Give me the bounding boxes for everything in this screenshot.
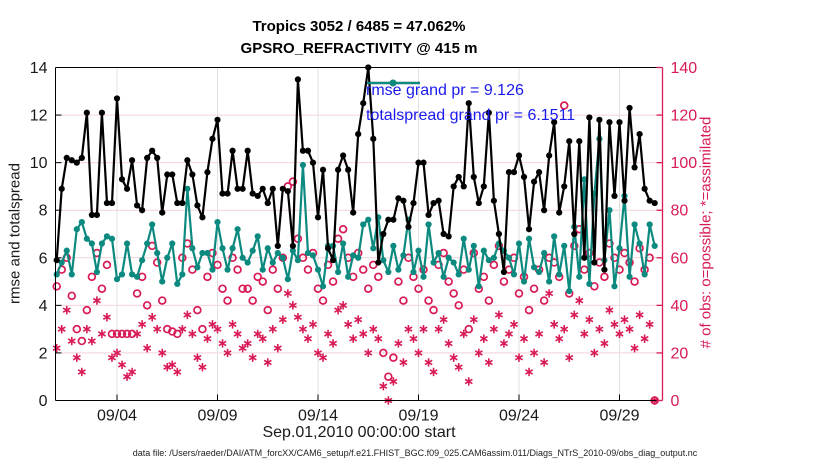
svg-text:10: 10 bbox=[30, 155, 48, 172]
svg-text:20: 20 bbox=[671, 345, 689, 362]
svg-text:12: 12 bbox=[30, 108, 48, 125]
svg-text:40: 40 bbox=[671, 298, 689, 315]
title-line-1: Tropics 3052 / 6485 = 47.062% bbox=[252, 18, 466, 35]
svg-text:09/09: 09/09 bbox=[197, 408, 237, 425]
svg-text:09/24: 09/24 bbox=[499, 408, 539, 425]
rmse-series bbox=[53, 64, 658, 276]
chart-legend: rmse grand pr = 9.126 totalspread grand … bbox=[366, 78, 575, 128]
svg-text:09/29: 09/29 bbox=[599, 408, 639, 425]
svg-text:0: 0 bbox=[39, 393, 48, 410]
left-axis-label: rmse and totalspread bbox=[6, 163, 24, 304]
svg-text:09/04: 09/04 bbox=[97, 408, 137, 425]
svg-text:2: 2 bbox=[39, 345, 48, 362]
totalspread-series bbox=[53, 135, 658, 295]
svg-text:4: 4 bbox=[39, 298, 48, 315]
legend-row-totalspread: totalspread grand pr = 6.1511 bbox=[366, 79, 576, 128]
svg-text:120: 120 bbox=[671, 108, 698, 125]
svg-text:09/14: 09/14 bbox=[298, 408, 338, 425]
assimilated-obs-markers bbox=[52, 289, 659, 405]
svg-text:60: 60 bbox=[671, 250, 689, 267]
svg-text:09/19: 09/19 bbox=[398, 408, 438, 425]
svg-text:140: 140 bbox=[671, 60, 698, 77]
title-line-2: GPSRO_REFRACTIVITY @ 415 m bbox=[240, 40, 478, 57]
svg-text:100: 100 bbox=[671, 155, 698, 172]
svg-text:8: 8 bbox=[39, 203, 48, 220]
data-file-caption: data file: /Users/raeder/DAI/ATM_forcXX/… bbox=[132, 448, 698, 458]
axis-spines bbox=[55, 67, 664, 401]
svg-text:0: 0 bbox=[671, 393, 680, 410]
x-axis-label: Sep.01,2010 00:00:00 start bbox=[262, 424, 456, 441]
svg-text:14: 14 bbox=[30, 60, 48, 77]
axis-ticks bbox=[55, 66, 663, 402]
svg-text:6: 6 bbox=[39, 250, 48, 267]
totalspread-line-swatch bbox=[367, 79, 420, 87]
right-axis-label: # of obs: o=possible; *=assimilated bbox=[697, 116, 715, 349]
svg-text:80: 80 bbox=[671, 203, 689, 220]
legend-label-rmse: rmse grand pr = 9.126 bbox=[366, 81, 524, 99]
legend-label-totalspread: totalspread grand pr = 6.1511 bbox=[366, 106, 576, 124]
chart-title: Tropics 3052 / 6485 = 47.062% GPSRO_REFR… bbox=[0, 16, 718, 60]
